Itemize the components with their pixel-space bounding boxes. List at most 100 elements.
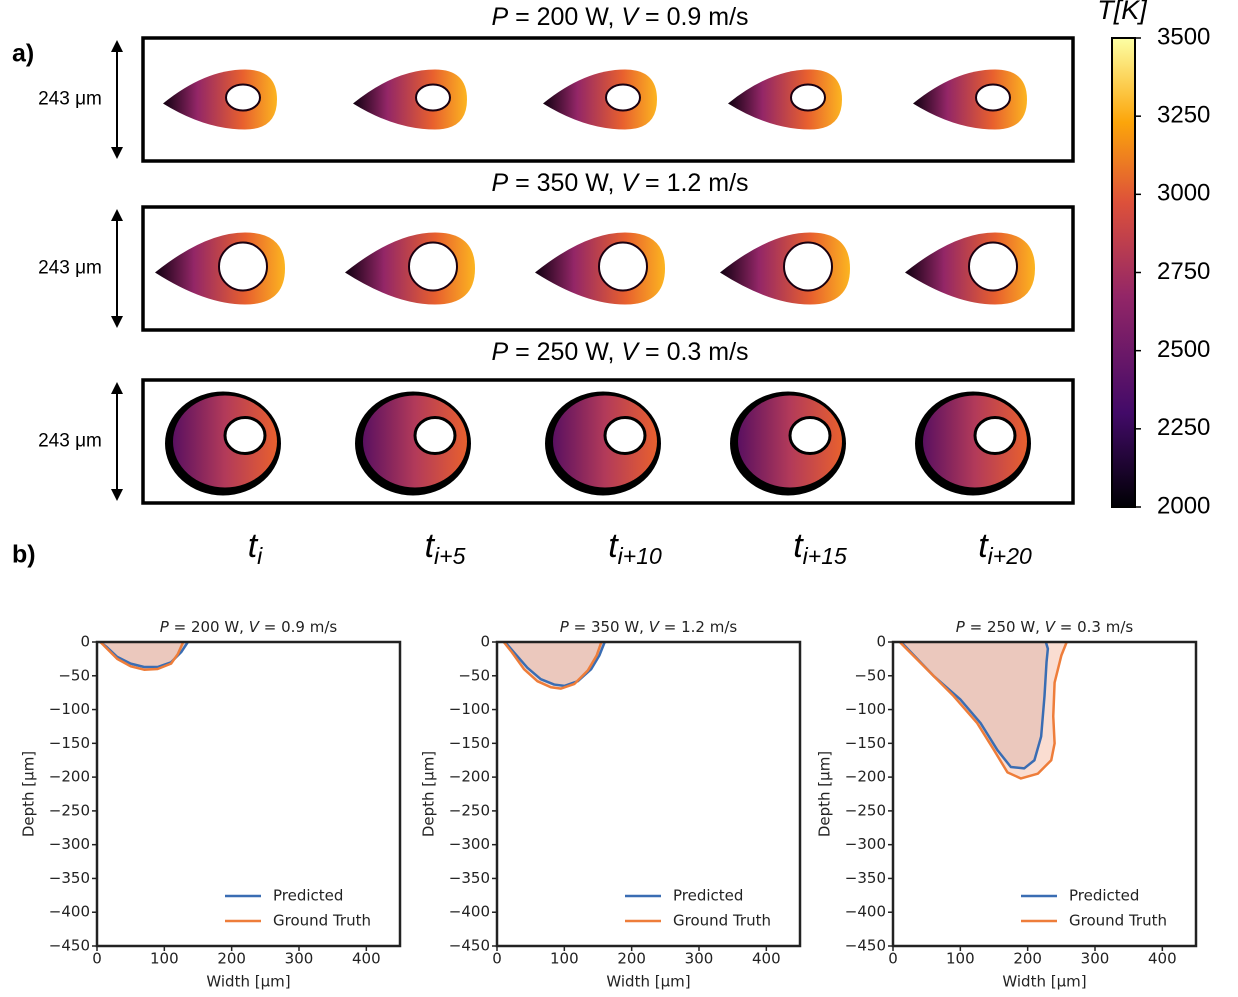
x-tick-label: 200	[1013, 950, 1042, 968]
time-label: ti+10	[608, 527, 662, 569]
x-tick-label: 400	[1148, 950, 1177, 968]
melt-pool-core	[413, 416, 457, 455]
melt-pool-core	[598, 241, 648, 292]
y-tick-label: −400	[449, 903, 490, 921]
x-tick-label: 100	[946, 950, 975, 968]
y-tick-label: −300	[845, 835, 886, 853]
y-tick-label: −50	[854, 666, 886, 684]
arrow-head	[111, 489, 123, 501]
time-label: ti+20	[978, 527, 1032, 569]
y-tick-label: −250	[49, 801, 90, 819]
title-part: = 350 W,	[569, 618, 649, 636]
x-axis-label: Width [μm]	[206, 973, 290, 991]
panel-label: b)	[12, 541, 36, 569]
title: P = 250 W, V = 0.3 m/s	[491, 338, 748, 366]
legend-label: Ground Truth	[673, 912, 771, 930]
melt-pool-core	[975, 83, 1011, 112]
colorbar-tick-label: 3250	[1157, 102, 1210, 129]
scale-label: 243 μm	[38, 89, 102, 110]
colorbar-label: T[K]	[1097, 0, 1148, 25]
title-part: P	[491, 169, 508, 197]
melt-pool-core	[605, 83, 641, 112]
title: P = 200 W, V = 0.9 m/s	[160, 618, 338, 636]
title-part: V	[1045, 618, 1057, 636]
arrow-head	[111, 382, 123, 394]
melt-pool-core	[790, 83, 826, 112]
time-subscript: i	[257, 543, 263, 569]
y-tick-label: −250	[449, 801, 490, 819]
area	[503, 642, 602, 689]
title: P = 350 W, V = 1.2 m/s	[491, 169, 748, 197]
y-tick-label: −450	[49, 937, 90, 955]
colorbar-tick-label: 2750	[1157, 258, 1210, 285]
colorbar-tick-label: 3000	[1157, 180, 1210, 207]
title-part: = 200 W,	[169, 618, 249, 636]
title-part: = 1.2 m/s	[638, 169, 748, 197]
y-tick-label: −350	[49, 869, 90, 887]
x-tick-label: 200	[617, 950, 646, 968]
melt-pool-core	[223, 416, 267, 455]
colorbar-tick-label: 3500	[1157, 23, 1210, 50]
title-part: V	[649, 618, 661, 636]
legend-label: Predicted	[273, 887, 343, 905]
x-tick-label: 0	[888, 950, 898, 968]
melt-pool-core	[788, 416, 832, 455]
title-part: V	[621, 169, 640, 197]
y-tick-label: 0	[80, 633, 90, 651]
title-part: P	[160, 618, 170, 636]
y-tick-label: −450	[845, 937, 886, 955]
time-label: ti+15	[793, 527, 847, 569]
x-axis-label: Width [μm]	[606, 973, 690, 991]
x-tick-label: 400	[752, 950, 781, 968]
x-tick-label: 200	[217, 950, 246, 968]
y-tick-label: −300	[449, 835, 490, 853]
plot-frame	[95, 640, 402, 948]
title-part: = 350 W,	[508, 169, 621, 197]
y-tick-label: −350	[845, 869, 886, 887]
colorbar-tick-label: 2250	[1157, 414, 1210, 441]
x-tick-label: 100	[150, 950, 179, 968]
y-tick-label: −150	[845, 734, 886, 752]
line	[898, 641, 1068, 780]
y-tick-label: −400	[845, 903, 886, 921]
title-part: V	[621, 3, 640, 31]
title-part: P	[956, 618, 966, 636]
x-tick-label: 100	[550, 950, 579, 968]
y-tick-label: −450	[449, 937, 490, 955]
y-tick-label: −150	[49, 734, 90, 752]
title-part: = 250 W,	[965, 618, 1045, 636]
time-subscript: i+15	[803, 543, 847, 569]
scale-label: 243 μm	[38, 431, 102, 452]
y-tick-label: −200	[49, 768, 90, 786]
time-symbol: t	[248, 527, 259, 565]
y-tick-label: −50	[58, 666, 90, 684]
legend-label: Predicted	[1069, 887, 1139, 905]
x-axis-label: Width [μm]	[1002, 973, 1086, 991]
y-tick-label: −200	[845, 768, 886, 786]
plot-frame	[891, 640, 1198, 948]
time-subscript: i+20	[988, 543, 1032, 569]
arrow-head	[111, 147, 123, 159]
y-tick-label: −300	[49, 835, 90, 853]
arrow-head	[111, 209, 123, 221]
line	[99, 641, 185, 671]
y-tick-label: −100	[845, 700, 886, 718]
melt-pool-core	[415, 83, 451, 112]
y-tick-label: −50	[458, 666, 490, 684]
line	[900, 641, 1050, 770]
title-part: V	[621, 338, 640, 366]
legend-label: Ground Truth	[1069, 912, 1167, 930]
plot-frame	[495, 640, 802, 948]
time-symbol: t	[608, 527, 619, 565]
time-subscript: i+5	[434, 543, 466, 569]
title-part: P	[491, 3, 508, 31]
y-tick-label: −400	[49, 903, 90, 921]
title-part: = 0.9 m/s	[638, 3, 748, 31]
area	[100, 642, 184, 670]
melt-pool-core	[408, 241, 458, 292]
x-tick-label: 300	[1081, 950, 1110, 968]
x-tick-label: 300	[685, 950, 714, 968]
title-part: P	[491, 338, 508, 366]
title-part: V	[249, 618, 261, 636]
